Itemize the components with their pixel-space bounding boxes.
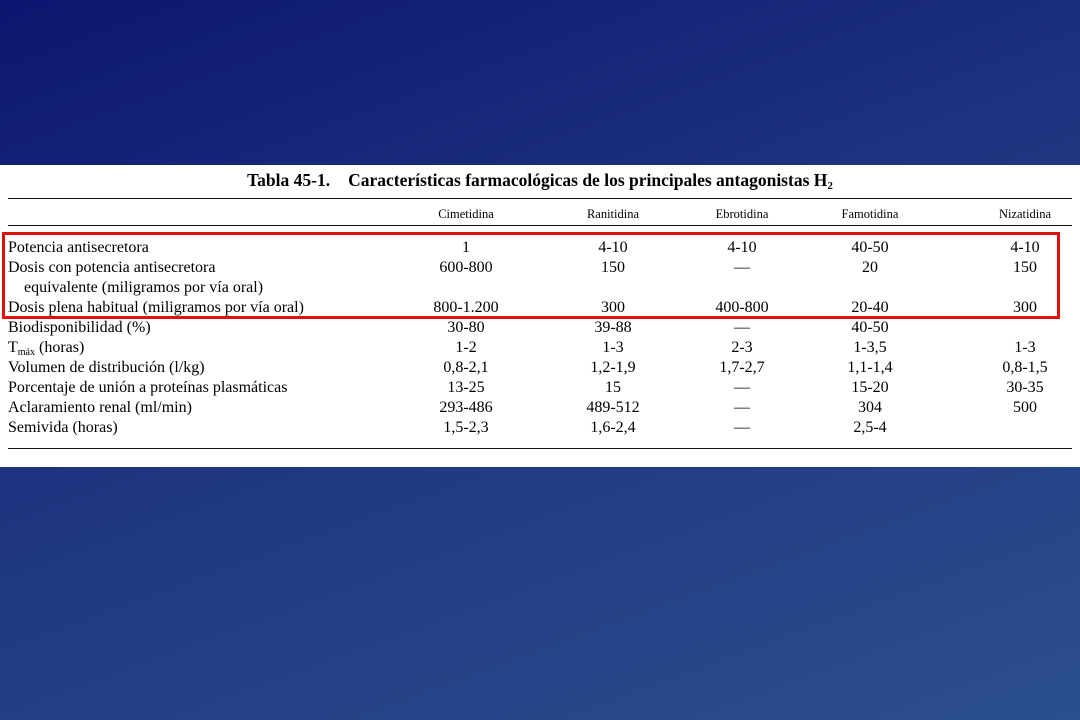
table-cell: 40-50 (851, 239, 889, 256)
row-label: Volumen de distribución (l/kg) (8, 359, 205, 377)
table-title-subscript: 2 (827, 180, 833, 192)
table-cell: — (734, 379, 750, 396)
table-cell: 1-3 (602, 339, 624, 356)
row-label: Semivida (horas) (8, 419, 118, 437)
row-label-text: Volumen de distribución (l/kg) (8, 359, 205, 376)
table-cell: — (734, 259, 750, 276)
row-label-text: Biodisponibilidad (%) (8, 319, 151, 336)
table-cell: 300 (601, 299, 625, 316)
table-cell: 39-88 (594, 319, 632, 336)
table-cell: 4-10 (727, 239, 757, 256)
table-cell: 0,8-2,1 (443, 359, 489, 376)
column-header-cimetidina: Cimetidina (438, 207, 494, 221)
table-cell: 1,6-2,4 (590, 419, 636, 436)
row-label: Biodisponibilidad (%) (8, 319, 151, 337)
row-label: Porcentaje de unión a proteínas plasmáti… (8, 379, 287, 397)
table-cell: 15-20 (851, 379, 889, 396)
table-cell: 40-50 (851, 319, 889, 336)
table-cell: 20 (862, 259, 878, 276)
table-cell: 4-10 (1010, 239, 1040, 256)
table-cell: 400-800 (715, 299, 769, 316)
table-cell: 15 (605, 379, 621, 396)
row-label: Tmáx (horas) (8, 339, 84, 362)
table-cell: 300 (1013, 299, 1037, 316)
column-header-ebrotidina: Ebrotidina (715, 207, 769, 221)
table-cell: 20-40 (851, 299, 889, 316)
table-cell: 293-486 (439, 399, 493, 416)
row-label-suffix: (horas) (35, 339, 85, 356)
table-cell: 489-512 (586, 399, 640, 416)
table-cell: 1 (462, 239, 470, 256)
table-cell: 304 (858, 399, 882, 416)
table-cell: 13-25 (447, 379, 485, 396)
table-cell: 1,5-2,3 (443, 419, 489, 436)
table-cell: 1,1-1,4 (847, 359, 893, 376)
table-cell: — (734, 319, 750, 336)
table-cell: 150 (601, 259, 625, 276)
table-cell: 600-800 (439, 259, 493, 276)
row-label-text: Dosis con potencia antisecretora (8, 259, 216, 276)
table-number: Tabla 45-1. (247, 170, 331, 190)
table-cell: 800-1.200 (433, 299, 499, 316)
row-label: Potencia antisecretora (8, 239, 149, 257)
row-label: Aclaramiento renal (ml/min) (8, 399, 192, 417)
table-cell: 30-80 (447, 319, 485, 336)
top-rule (8, 198, 1072, 199)
header-rule (8, 225, 1072, 226)
table-cell: 150 (1013, 259, 1037, 276)
row-label-subscript: máx (17, 347, 35, 358)
row-label-text: Porcentaje de unión a proteínas plasmáti… (8, 379, 288, 396)
table-cell: 2,5-4 (853, 419, 887, 436)
table-cell: 1,2-1,9 (590, 359, 636, 376)
row-label: Dosis plena habitual (miligramos por vía… (8, 299, 304, 317)
row-label-text: Dosis plena habitual (miligramos por vía… (8, 299, 304, 316)
table-cell: 1-3,5 (853, 339, 887, 356)
highlight-box (2, 232, 1060, 319)
table-title: Tabla 45-1. Características farmacológica… (0, 170, 1080, 192)
row-label-text: Aclaramiento renal (ml/min) (8, 399, 192, 416)
table-cell: 500 (1013, 399, 1037, 416)
table-cell: — (734, 419, 750, 436)
row-label-text: Semivida (horas) (8, 419, 118, 436)
table-cell: 1-2 (455, 339, 477, 356)
table-cell: 1-3 (1014, 339, 1036, 356)
table-cell: 0,8-1,5 (1002, 359, 1048, 376)
pharmacology-table: Tabla 45-1. Características farmacológica… (0, 165, 1080, 467)
row-label-text: T (8, 339, 18, 356)
table-cell: — (734, 399, 750, 416)
table-cell: 30-35 (1006, 379, 1044, 396)
row-label: Dosis con potencia antisecretora (8, 259, 215, 277)
bottom-rule (8, 448, 1072, 449)
column-header-nizatidina: Nizatidina (998, 207, 1052, 221)
table-title-text: Características farmacológicas de los pr… (348, 170, 828, 190)
column-header-ranitidina: Ranitidina (586, 207, 640, 221)
table-cell: 1,7-2,7 (719, 359, 765, 376)
table-cell: 4-10 (598, 239, 628, 256)
row-label: equivalente (miligramos por vía oral) (24, 279, 263, 297)
table-cell: 2-3 (731, 339, 753, 356)
column-header-famotidina: Famotidina (841, 207, 899, 221)
row-label-text: Potencia antisecretora (8, 239, 149, 256)
row-label-text: equivalente (miligramos por vía oral) (24, 279, 264, 296)
